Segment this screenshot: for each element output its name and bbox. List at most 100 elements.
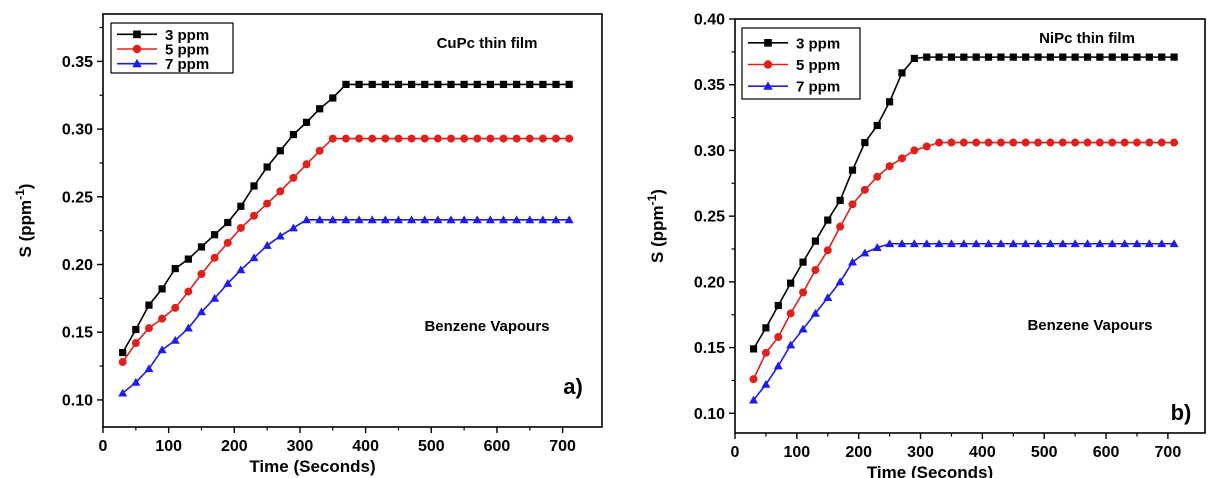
legend-box xyxy=(110,22,234,74)
data-point xyxy=(1083,239,1092,248)
y-tick-label: 0.35 xyxy=(62,54,93,71)
data-point xyxy=(1058,239,1068,248)
data-point xyxy=(773,361,783,370)
data-point xyxy=(996,239,1006,248)
y-tick-label: 0.35 xyxy=(694,77,725,94)
data-point xyxy=(289,130,298,139)
data-point xyxy=(823,293,833,302)
data-point xyxy=(1033,239,1043,248)
data-point xyxy=(811,237,819,245)
data-point xyxy=(996,138,1005,147)
data-point xyxy=(473,134,482,143)
data-point xyxy=(1170,138,1179,147)
x-tick-label: 200 xyxy=(845,444,872,461)
data-point xyxy=(971,239,981,248)
plot-frame xyxy=(734,18,1206,434)
data-point xyxy=(538,215,548,224)
y-axis-label: S (ppm-1) xyxy=(13,184,35,258)
data-point xyxy=(499,215,509,224)
y-tick-label: 0.30 xyxy=(694,143,725,160)
data-point xyxy=(380,215,390,224)
data-point xyxy=(897,239,907,248)
data-point xyxy=(210,293,220,302)
data-point xyxy=(157,345,167,354)
data-point xyxy=(196,307,206,316)
data-point xyxy=(289,173,298,182)
data-point xyxy=(394,80,403,89)
data-point xyxy=(1058,138,1067,147)
data-point xyxy=(1046,138,1055,147)
legend-label: 5 ppm xyxy=(796,57,840,74)
data-point xyxy=(420,134,429,143)
data-point xyxy=(1083,53,1092,61)
data-point xyxy=(873,172,882,181)
data-point xyxy=(341,134,350,143)
y-tick-label: 0.30 xyxy=(62,122,93,139)
x-tick-label: 400 xyxy=(352,438,379,455)
vapour-annotation: Benzene Vapours xyxy=(424,318,549,335)
data-point xyxy=(1096,53,1104,61)
data-point xyxy=(288,223,298,232)
data-point xyxy=(1046,53,1054,61)
data-point xyxy=(171,264,179,273)
data-point xyxy=(1045,239,1055,248)
data-point xyxy=(885,239,895,248)
data-point xyxy=(774,301,782,310)
data-point xyxy=(836,196,844,204)
data-point xyxy=(459,215,469,224)
data-point xyxy=(1145,53,1153,61)
data-point xyxy=(873,121,881,130)
data-point xyxy=(183,323,193,332)
data-point xyxy=(250,182,258,190)
chart-panel-b: 0 100 200 300 400 500 600 700 0.10 0.15 0.20 0.25 0.… xyxy=(645,12,1206,478)
data-point xyxy=(565,134,574,143)
data-point xyxy=(848,257,857,266)
data-point xyxy=(197,243,206,251)
y-tick-label: 0.20 xyxy=(694,274,725,291)
data-point xyxy=(262,241,272,249)
data-point xyxy=(447,80,455,89)
data-point xyxy=(898,69,906,77)
legend-label: 3 ppm xyxy=(796,35,840,52)
data-point xyxy=(485,215,495,224)
legend-marker xyxy=(763,60,773,69)
data-point xyxy=(798,324,808,333)
data-point xyxy=(368,134,377,143)
legend-marker xyxy=(133,30,141,39)
data-point xyxy=(276,147,284,155)
data-point xyxy=(513,80,521,89)
data-point xyxy=(552,134,561,143)
data-point xyxy=(1169,239,1179,248)
data-point xyxy=(460,80,468,89)
legend-label: 3 ppm xyxy=(165,27,209,44)
data-point xyxy=(984,53,993,61)
y-tick-label: 0.15 xyxy=(62,325,93,342)
data-point xyxy=(972,138,981,147)
data-point xyxy=(1157,138,1166,147)
data-point xyxy=(984,239,994,248)
data-point xyxy=(1108,138,1117,147)
data-point xyxy=(997,53,1005,61)
x-tick-label: 200 xyxy=(221,438,248,455)
data-point xyxy=(761,348,770,357)
data-point xyxy=(1021,138,1030,147)
data-point xyxy=(249,253,259,262)
data-point xyxy=(774,333,783,342)
data-point xyxy=(552,80,560,89)
data-point xyxy=(848,166,857,174)
data-point xyxy=(131,339,140,348)
data-point xyxy=(922,142,931,151)
film-annotation: CuPc thin film xyxy=(437,35,538,52)
data-point xyxy=(341,215,351,224)
data-point xyxy=(526,80,534,89)
data-point xyxy=(367,215,377,224)
data-point xyxy=(897,154,906,163)
data-point xyxy=(935,53,943,61)
data-point xyxy=(342,80,350,89)
data-point xyxy=(407,134,416,143)
data-point xyxy=(421,80,429,89)
data-point xyxy=(446,134,455,143)
data-point xyxy=(1132,239,1142,248)
data-point xyxy=(158,314,167,323)
data-point xyxy=(433,134,442,143)
